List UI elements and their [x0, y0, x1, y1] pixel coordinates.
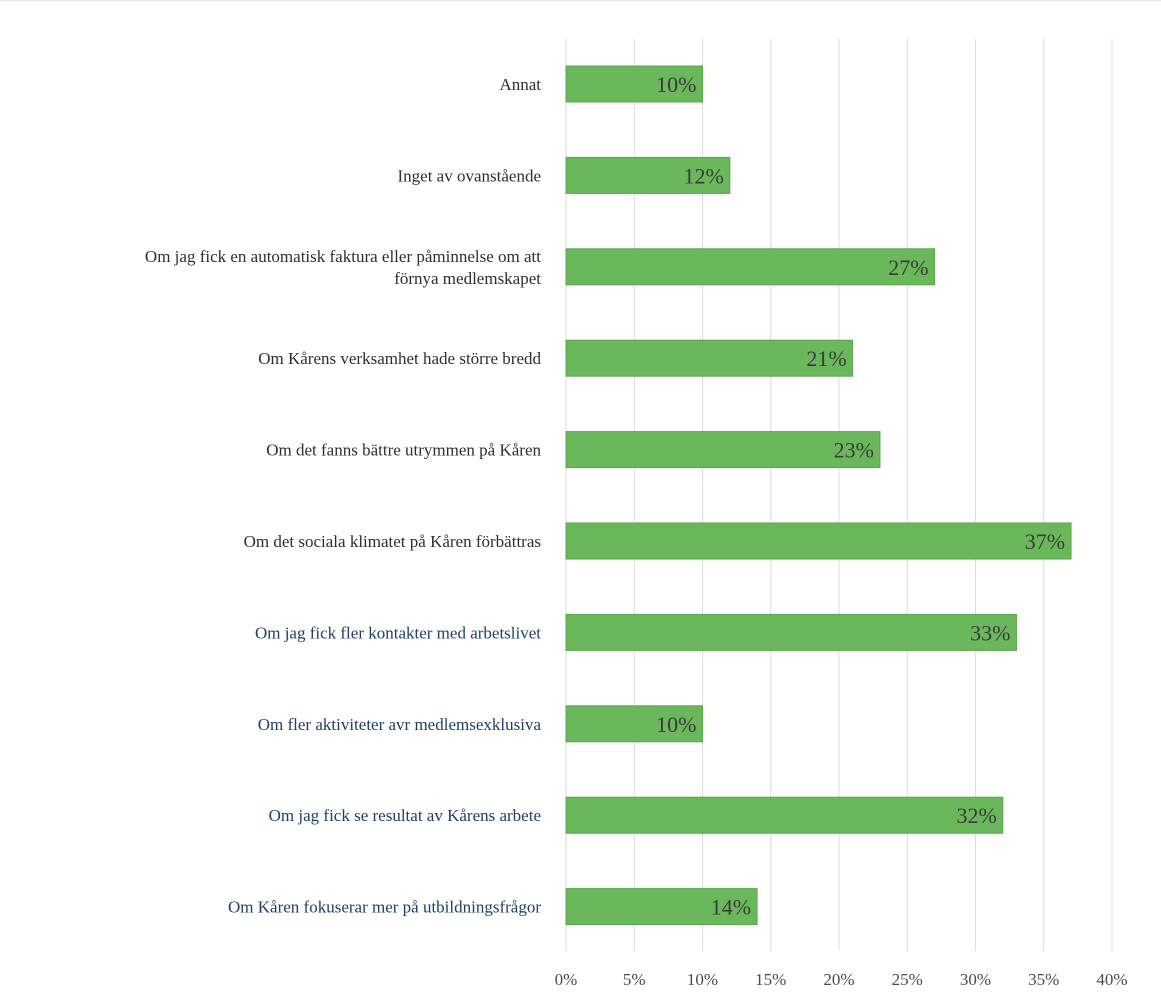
data-label-8: 32% — [956, 803, 996, 828]
category-label-3: Om Kårens verksamhet hade större bredd — [258, 349, 541, 368]
bar-9 — [565, 888, 758, 926]
bar-0 — [565, 65, 703, 103]
category-label-0-line-0: Annat — [499, 75, 541, 94]
data-label-0: 10% — [656, 72, 696, 97]
x-axis-tick-labels: 0% 5% 10% 15% 20% 25% 30% 35% 40% — [555, 970, 1128, 989]
x-tick-label-25: 25% — [892, 970, 923, 989]
category-label-3-line-0: Om Kårens verksamhet hade större bredd — [258, 349, 541, 368]
bar-5 — [565, 522, 1072, 560]
category-label-1: Inget av ovanstående — [398, 166, 542, 185]
data-label-1: 12% — [683, 163, 723, 188]
data-label-7: 10% — [656, 712, 696, 737]
data-label-2: 27% — [888, 255, 928, 280]
x-tick-label-5: 5% — [623, 970, 646, 989]
data-label-5: 37% — [1025, 529, 1065, 554]
bars: 10% 12% 27% 21% 23% 37% 33% 10% 32% 14% — [565, 65, 1072, 926]
category-label-4-line-0: Om det fanns bättre utrymmen på Kåren — [266, 441, 541, 460]
data-label-3: 21% — [806, 346, 846, 371]
x-tick-label-30: 30% — [960, 970, 991, 989]
category-label-7: Om fler aktiviteter avr medlemsexklusiva — [258, 715, 542, 734]
category-label-9: Om Kåren fokuserar mer på utbildningsfrå… — [228, 898, 541, 917]
bar-3 — [565, 339, 854, 377]
category-label-8: Om jag fick se resultat av Kårens arbete — [269, 806, 541, 825]
x-tick-label-20: 20% — [823, 970, 854, 989]
data-label-9: 14% — [711, 895, 751, 920]
category-label-2-line-1: förnya medlemskapet — [394, 269, 541, 288]
category-label-8-line-0: Om jag fick se resultat av Kårens arbete — [269, 806, 541, 825]
data-label-4: 23% — [834, 438, 874, 463]
category-label-7-line-0: Om fler aktiviteter avr medlemsexklusiva — [258, 715, 542, 734]
x-tick-label-15: 15% — [755, 970, 786, 989]
bar-7 — [565, 705, 703, 743]
bar-4 — [565, 431, 881, 469]
bar-1 — [565, 156, 731, 194]
bar-6 — [565, 613, 1017, 651]
category-label-5: Om det sociala klimatet på Kåren förbätt… — [244, 532, 541, 551]
category-label-4: Om det fanns bättre utrymmen på Kåren — [266, 441, 541, 460]
bar-8 — [565, 796, 1004, 834]
data-label-6: 33% — [970, 620, 1010, 645]
category-label-6-line-0: Om jag fick fler kontakter med arbetsliv… — [255, 623, 541, 642]
x-tick-label-35: 35% — [1028, 970, 1059, 989]
category-label-1-line-0: Inget av ovanstående — [398, 166, 542, 185]
x-tick-label-10: 10% — [687, 970, 718, 989]
category-label-2: Om jag fick en automatisk faktura eller … — [145, 247, 541, 288]
x-tick-label-0: 0% — [555, 970, 578, 989]
category-label-5-line-0: Om det sociala klimatet på Kåren förbätt… — [244, 532, 541, 551]
category-label-2-line-0: Om jag fick en automatisk faktura eller … — [145, 247, 541, 266]
category-label-0: Annat — [499, 75, 541, 94]
bar-2 — [565, 248, 936, 286]
category-labels: Annat Inget av ovanstående Om jag fick en … — [145, 75, 542, 917]
x-tick-label-40: 40% — [1096, 970, 1127, 989]
category-label-6: Om jag fick fler kontakter med arbetsliv… — [255, 623, 541, 642]
category-label-9-line-0: Om Kåren fokuserar mer på utbildningsfrå… — [228, 898, 541, 917]
